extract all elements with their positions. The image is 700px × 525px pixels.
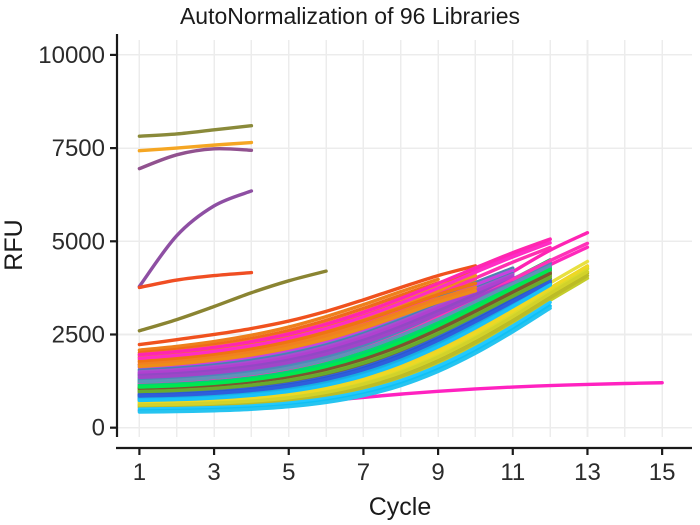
series-line xyxy=(137,124,254,138)
chart-title: AutoNormalization of 96 Libraries xyxy=(180,3,520,29)
x-tick-label: 1 xyxy=(133,459,146,486)
y-axis-ticks: 0 2500 5000 7500 10000 xyxy=(38,42,117,442)
x-tick-label: 3 xyxy=(207,459,220,486)
series-line xyxy=(137,271,552,391)
y-tick-label: 5000 xyxy=(52,228,105,255)
series-line xyxy=(137,189,254,289)
series-line xyxy=(137,264,478,347)
series-line xyxy=(137,267,552,389)
series-line xyxy=(137,275,552,394)
x-axis-ticks: 1 3 5 7 9 11 13 15 xyxy=(133,448,676,486)
x-tick-label: 7 xyxy=(357,459,370,486)
series-line xyxy=(137,277,515,378)
x-tick-label: 15 xyxy=(649,459,676,486)
series-line xyxy=(137,281,478,364)
series-line xyxy=(137,270,254,290)
y-tick-label: 2500 xyxy=(52,321,105,348)
y-axis-title: RFU xyxy=(0,219,28,270)
series-line xyxy=(137,306,552,414)
series-lines xyxy=(137,124,664,414)
series-line xyxy=(137,285,478,367)
x-tick-label: 11 xyxy=(500,459,525,486)
series-line xyxy=(137,140,254,153)
y-tick-label: 10000 xyxy=(38,42,105,69)
series-line xyxy=(137,264,552,384)
series-line xyxy=(137,283,552,403)
series-line xyxy=(137,300,552,411)
axes xyxy=(115,34,692,450)
series-line xyxy=(137,264,590,405)
x-axis-title: Cycle xyxy=(369,493,432,521)
y-tick-label: 0 xyxy=(92,415,105,442)
series-line xyxy=(137,280,515,380)
x-tick-label: 5 xyxy=(282,459,295,486)
series-line xyxy=(137,274,515,375)
x-tick-label: 13 xyxy=(574,459,601,486)
series-line xyxy=(137,273,590,409)
series-line xyxy=(137,269,590,407)
series-line xyxy=(137,277,440,352)
series-line xyxy=(137,280,552,398)
series-line xyxy=(137,269,328,333)
series-line xyxy=(137,289,478,369)
series-line xyxy=(137,270,478,355)
series-line xyxy=(137,237,552,357)
series-line xyxy=(137,241,552,361)
x-tick-label: 9 xyxy=(431,459,444,486)
series-line xyxy=(137,146,254,171)
y-tick-label: 7500 xyxy=(52,135,105,162)
